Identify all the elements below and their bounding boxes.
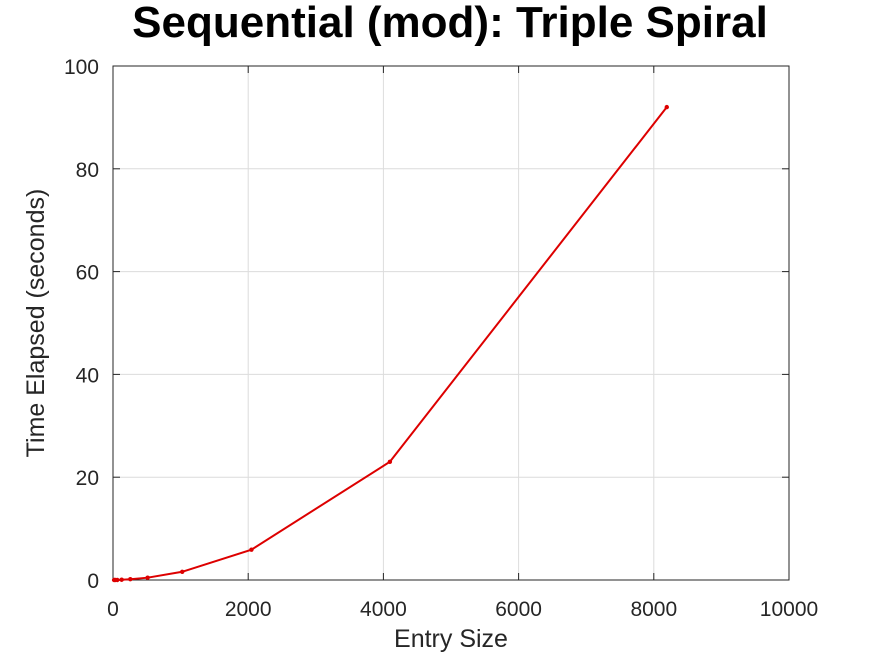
data-point xyxy=(128,577,133,582)
data-point xyxy=(387,459,393,464)
y-tick-label: 0 xyxy=(87,570,99,593)
x-tick-label: 6000 xyxy=(495,598,542,621)
x-axis-label: Entry Size xyxy=(394,625,508,653)
x-tick-label: 4000 xyxy=(360,598,407,621)
y-tick-label: 60 xyxy=(76,262,99,285)
data-point xyxy=(119,577,124,582)
y-tick-label: 40 xyxy=(76,364,99,387)
plot-frame xyxy=(112,65,790,581)
y-axis-label: Time Elapsed (seconds) xyxy=(22,189,50,458)
chart-title: Sequential (mod): Triple Spiral xyxy=(132,0,768,47)
data-point xyxy=(115,577,120,583)
y-tick-label: 80 xyxy=(76,159,99,182)
x-tick-label: 0 xyxy=(107,598,119,621)
data-point xyxy=(180,569,185,574)
x-tick-label: 8000 xyxy=(630,598,677,621)
data-point xyxy=(249,547,254,552)
series xyxy=(111,104,669,583)
data-point xyxy=(664,104,669,110)
series-line xyxy=(114,106,668,581)
grid xyxy=(112,65,790,581)
y-tick-label: 20 xyxy=(76,467,99,490)
ticks: 0 2000 4000 6000 8000 10000 0 20 40 60 80 100 xyxy=(64,56,818,621)
data-point xyxy=(145,575,150,580)
x-tick-label: 2000 xyxy=(225,598,272,621)
y-tick-label: 100 xyxy=(64,56,99,79)
x-tick-label: 10000 xyxy=(760,598,818,621)
